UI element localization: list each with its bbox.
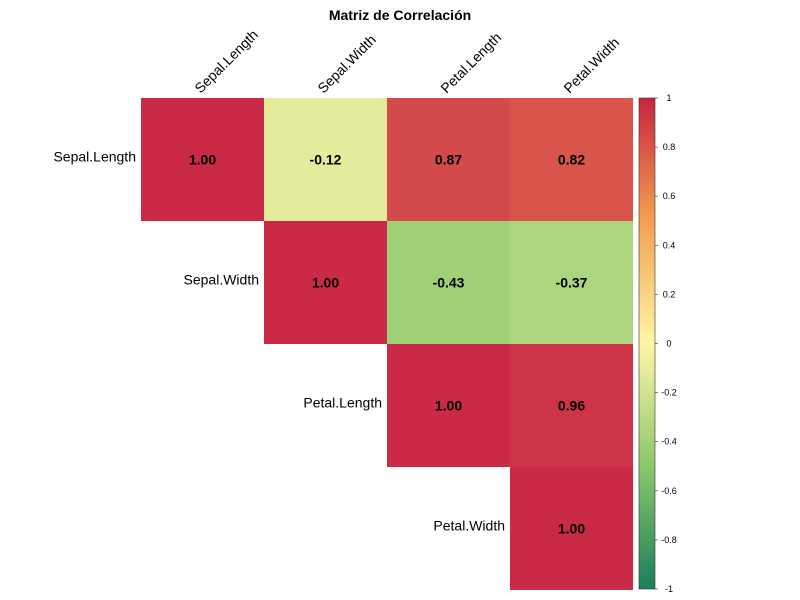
colorbar-tick-label: 0 — [666, 339, 671, 349]
cell-value-label: -0.12 — [310, 152, 342, 168]
column-labels: Sepal.Length Sepal.Width Petal.Length Petal… — [191, 26, 622, 96]
column-label-Petal.Width: Petal.Width — [560, 34, 622, 96]
cell-value-label: 1.00 — [312, 275, 339, 291]
colorbar-tick-label: -0.8 — [661, 535, 677, 545]
cell-value-label: 1.00 — [189, 152, 216, 168]
colorbar-tick-label: 0.2 — [663, 289, 676, 299]
heatmap-cell-Sepal.Length-Sepal.Width — [264, 98, 387, 221]
heatmap-cell-Sepal.Width-Sepal.Width — [264, 221, 387, 344]
colorbar-tick-label: -0.4 — [661, 437, 677, 447]
chart-title: Matriz de Correlación — [329, 7, 471, 23]
cell-value-label: -0.43 — [433, 275, 465, 291]
row-labels: Sepal.Length Sepal.Width Petal.Length Petal… — [53, 149, 505, 534]
colorbar-tick-label: 0.8 — [663, 142, 676, 152]
column-label-Sepal.Length: Sepal.Length — [191, 26, 261, 96]
colorbar-tick-label: -0.6 — [661, 486, 677, 496]
heatmap-cells: 1.00 -0.12 0.87 0.82 1.00 -0.43 -0.37 1.00 0.96 1… — [141, 98, 633, 590]
heatmap-cell-Petal.Length-Petal.Width — [510, 344, 633, 467]
heatmap-cell-Sepal.Width-Petal.Length — [387, 221, 510, 344]
colorbar-tick-label: -0.2 — [661, 388, 677, 398]
heatmap-cell-Sepal.Width-Petal.Width — [510, 221, 633, 344]
cell-value-label: 1.00 — [558, 521, 585, 537]
colorbar-tick-label: 0.6 — [663, 191, 676, 201]
cell-value-label: 0.82 — [558, 152, 585, 168]
colorbar-tick-label: 0.4 — [663, 240, 676, 250]
column-label-Petal.Length: Petal.Length — [437, 29, 504, 96]
cell-value-label: 0.96 — [558, 398, 585, 414]
row-label-Petal.Width: Petal.Width — [433, 518, 505, 534]
row-label-Petal.Length: Petal.Length — [303, 395, 382, 411]
colorbar-tick-label: -1 — [665, 584, 673, 594]
heatmap-cell-Petal.Length-Petal.Length — [387, 344, 510, 467]
heatmap-cell-Sepal.Length-Sepal.Length — [141, 98, 264, 221]
cell-value-label: 0.87 — [435, 152, 462, 168]
colorbar-tick-label: 1 — [666, 93, 671, 103]
heatmap-cell-Sepal.Length-Petal.Width — [510, 98, 633, 221]
colorbar: 1 0.8 0.6 0.4 0.2 0 -0.2 -0.4 -0.6 -0.8 -1 — [638, 93, 677, 594]
cell-value-label: 1.00 — [435, 398, 462, 414]
heatmap-cell-Sepal.Length-Petal.Length — [387, 98, 510, 221]
row-label-Sepal.Length: Sepal.Length — [53, 149, 136, 165]
colorbar-gradient — [638, 97, 656, 590]
colorbar-ticks: 1 0.8 0.6 0.4 0.2 0 -0.2 -0.4 -0.6 -0.8 -1 — [655, 93, 677, 594]
row-label-Sepal.Width: Sepal.Width — [184, 272, 259, 288]
column-label-Sepal.Width: Sepal.Width — [314, 31, 379, 96]
cell-value-label: -0.37 — [556, 275, 588, 291]
heatmap-cell-Petal.Width-Petal.Width — [510, 467, 633, 590]
